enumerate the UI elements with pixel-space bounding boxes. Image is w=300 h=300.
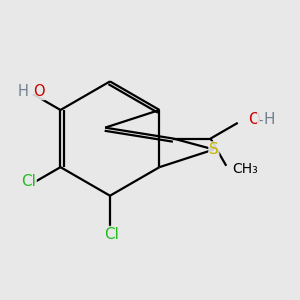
Text: O: O xyxy=(248,112,260,128)
Text: Cl: Cl xyxy=(104,226,119,242)
Text: Cl: Cl xyxy=(21,174,36,189)
Text: -: - xyxy=(258,112,263,128)
Text: H: H xyxy=(18,85,29,100)
Text: O: O xyxy=(33,85,45,100)
Text: S: S xyxy=(209,142,219,157)
Text: H: H xyxy=(263,112,275,128)
Text: CH₃: CH₃ xyxy=(232,162,258,176)
